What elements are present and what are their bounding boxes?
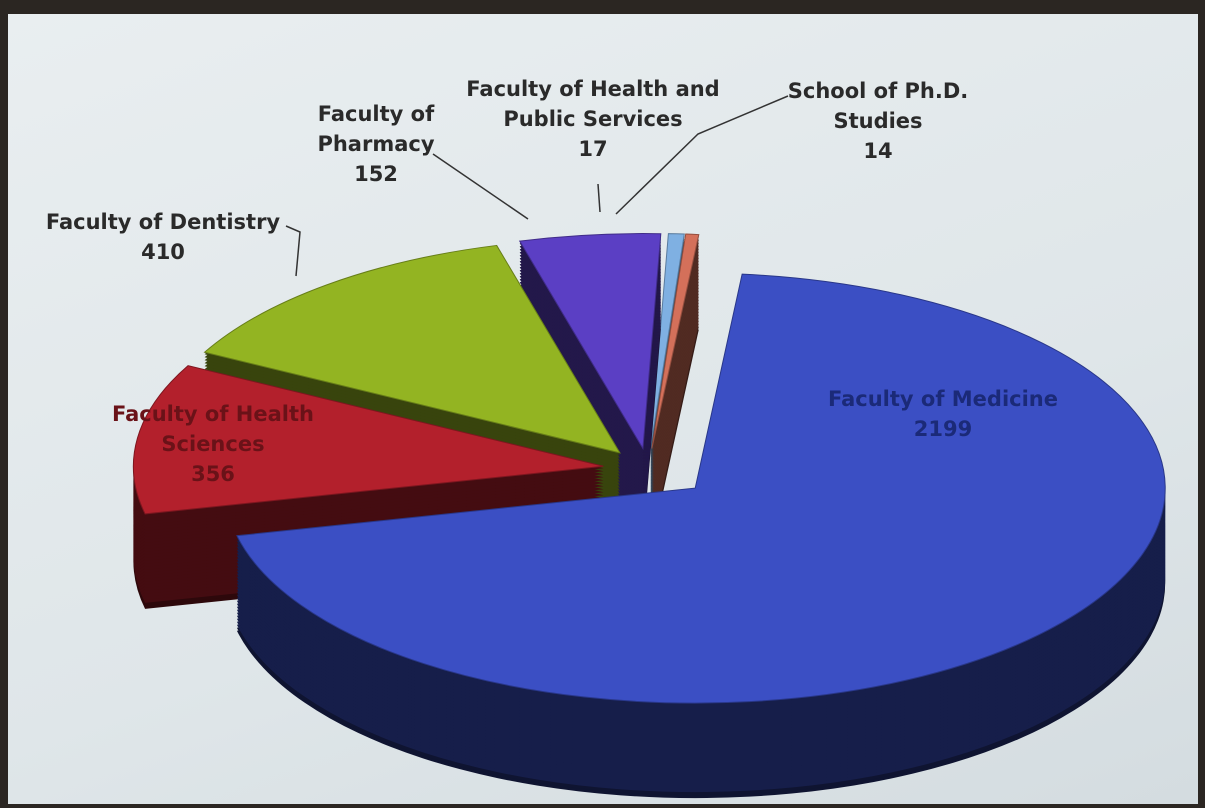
value-label: 410 bbox=[28, 237, 298, 267]
value-label: 356 bbox=[103, 459, 323, 489]
slice-label: Faculty of Health Sciences bbox=[103, 399, 323, 459]
value-label: 152 bbox=[291, 159, 461, 189]
value-label: 14 bbox=[773, 136, 983, 166]
slice-label: Faculty of Dentistry bbox=[28, 207, 298, 237]
page: {"chart_data": {"type": "pie3d", "catego… bbox=[0, 0, 1205, 808]
leader-line bbox=[598, 184, 600, 212]
slice-label: Faculty of Pharmacy bbox=[291, 99, 461, 159]
pie bbox=[133, 234, 1165, 799]
value-label: 2199 bbox=[803, 414, 1083, 444]
slice-label: Faculty of Health and Public Services bbox=[458, 74, 728, 134]
value-label: 17 bbox=[458, 134, 728, 164]
slice-label: Faculty of Medicine bbox=[803, 384, 1083, 414]
slice-label: School of Ph.D. Studies bbox=[773, 76, 983, 136]
